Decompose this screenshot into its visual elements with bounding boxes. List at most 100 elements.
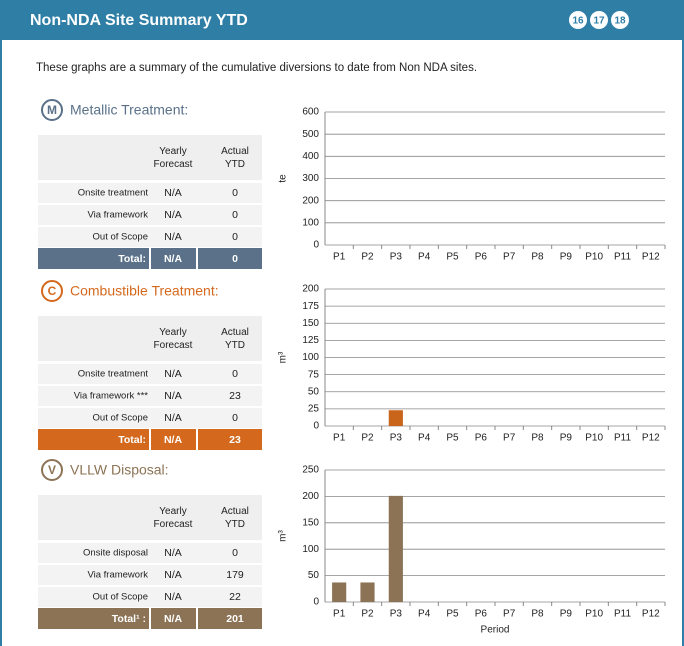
border-left — [0, 40, 2, 646]
y-tick-label: 100 — [302, 217, 319, 228]
x-axis-label: Period — [481, 625, 510, 636]
section-title: VLLW Disposal: — [70, 462, 169, 478]
y-tick-label: 25 — [308, 404, 320, 415]
section-icon-letter: C — [48, 284, 57, 298]
y-tick-label: 400 — [302, 151, 319, 162]
total-cell: 23 — [229, 434, 241, 446]
cell: 23 — [229, 390, 241, 402]
total-cell: Total¹ : — [112, 613, 146, 625]
cell: Onsite treatment — [78, 369, 149, 380]
cell: Via framework *** — [74, 391, 149, 402]
total-cell: N/A — [164, 613, 183, 625]
row-bg — [38, 408, 262, 428]
y-tick-label: 250 — [302, 465, 319, 476]
cell: Out of Scope — [93, 592, 148, 603]
y-tick-label: 150 — [302, 318, 319, 329]
row-bg — [38, 364, 262, 384]
badge-label: 17 — [593, 16, 605, 27]
y-tick-label: 100 — [302, 352, 319, 363]
y-tick-label: 0 — [313, 597, 319, 608]
cell: 0 — [232, 368, 238, 380]
bar — [388, 495, 403, 602]
cell: Onsite treatment — [78, 188, 149, 199]
table-header-bg — [38, 316, 262, 361]
x-tick-label: P2 — [361, 609, 374, 620]
bar — [360, 582, 375, 602]
total-cell: 0 — [232, 253, 238, 265]
cell: N/A — [164, 390, 182, 402]
y-tick-label: 150 — [302, 517, 319, 528]
x-tick-label: P6 — [475, 433, 488, 444]
y-tick-label: 100 — [302, 544, 319, 555]
y-tick-label: 0 — [313, 240, 319, 251]
y-tick-label: 200 — [302, 491, 319, 502]
badge — [611, 11, 629, 29]
x-tick-label: P11 — [614, 433, 631, 444]
section-title: Metallic Treatment: — [70, 102, 188, 118]
x-tick-label: P10 — [585, 252, 603, 263]
x-tick-label: P1 — [333, 609, 346, 620]
column-header: Actual YTD — [221, 146, 249, 170]
total-cell: N/A — [164, 253, 183, 265]
x-tick-label: P1 — [333, 433, 346, 444]
x-tick-label: P12 — [642, 252, 660, 263]
y-tick-label: 300 — [302, 173, 319, 184]
badge — [569, 11, 587, 29]
x-tick-label: P8 — [531, 609, 544, 620]
cell: 0 — [232, 187, 238, 199]
cell: Via framework — [87, 210, 148, 221]
cell: Onsite disposal — [83, 548, 148, 559]
cell: 0 — [232, 209, 238, 221]
total-cell: Total: — [118, 253, 146, 265]
badge — [590, 11, 608, 29]
y-tick-label: 50 — [308, 386, 320, 397]
x-tick-label: P6 — [475, 609, 488, 620]
column-header: Yearly Forecast — [154, 327, 193, 351]
y-tick-label: 0 — [313, 421, 319, 432]
cell: 179 — [226, 569, 244, 581]
badge-label: 16 — [572, 16, 584, 27]
x-tick-label: P4 — [418, 433, 431, 444]
column-header: Actual YTD — [221, 327, 249, 351]
x-tick-label: P9 — [560, 433, 573, 444]
row-bg — [38, 205, 262, 225]
cell: N/A — [164, 187, 182, 199]
y-axis-label: m³ — [278, 351, 289, 363]
row-bg — [38, 183, 262, 203]
row-bg — [38, 587, 262, 607]
row-bg — [38, 386, 262, 406]
y-tick-label: 600 — [302, 107, 319, 118]
cell: N/A — [164, 591, 182, 603]
y-tick-label: 75 — [308, 369, 320, 380]
intro: These graphs are a summary of the cumula… — [36, 62, 477, 74]
bar — [388, 410, 403, 426]
section-icon-letter: M — [47, 103, 57, 117]
badge-label: 18 — [614, 16, 626, 27]
table-header-bg — [38, 135, 262, 180]
y-axis-label: m³ — [278, 530, 289, 542]
y-tick-label: 175 — [302, 301, 319, 312]
cell: 0 — [232, 412, 238, 424]
cell: N/A — [164, 412, 182, 424]
x-tick-label: P4 — [418, 252, 431, 263]
section-icon — [41, 99, 63, 121]
x-tick-label: P7 — [503, 609, 516, 620]
x-tick-label: P11 — [614, 609, 631, 620]
x-tick-label: P12 — [642, 433, 660, 444]
y-axis-label: te — [278, 174, 289, 183]
x-tick-label: P1 — [333, 252, 346, 263]
cell: 0 — [232, 231, 238, 243]
cell: N/A — [164, 368, 182, 380]
column-header: Actual YTD — [221, 506, 249, 530]
total-cell: 201 — [226, 613, 244, 625]
cell: Out of Scope — [93, 232, 148, 243]
x-tick-label: P7 — [503, 252, 516, 263]
section-icon — [41, 459, 63, 481]
cell: Out of Scope — [93, 413, 148, 424]
x-tick-label: P2 — [361, 252, 374, 263]
bar — [332, 582, 347, 602]
x-tick-label: P10 — [585, 609, 603, 620]
total-cell: Total: — [118, 434, 146, 446]
